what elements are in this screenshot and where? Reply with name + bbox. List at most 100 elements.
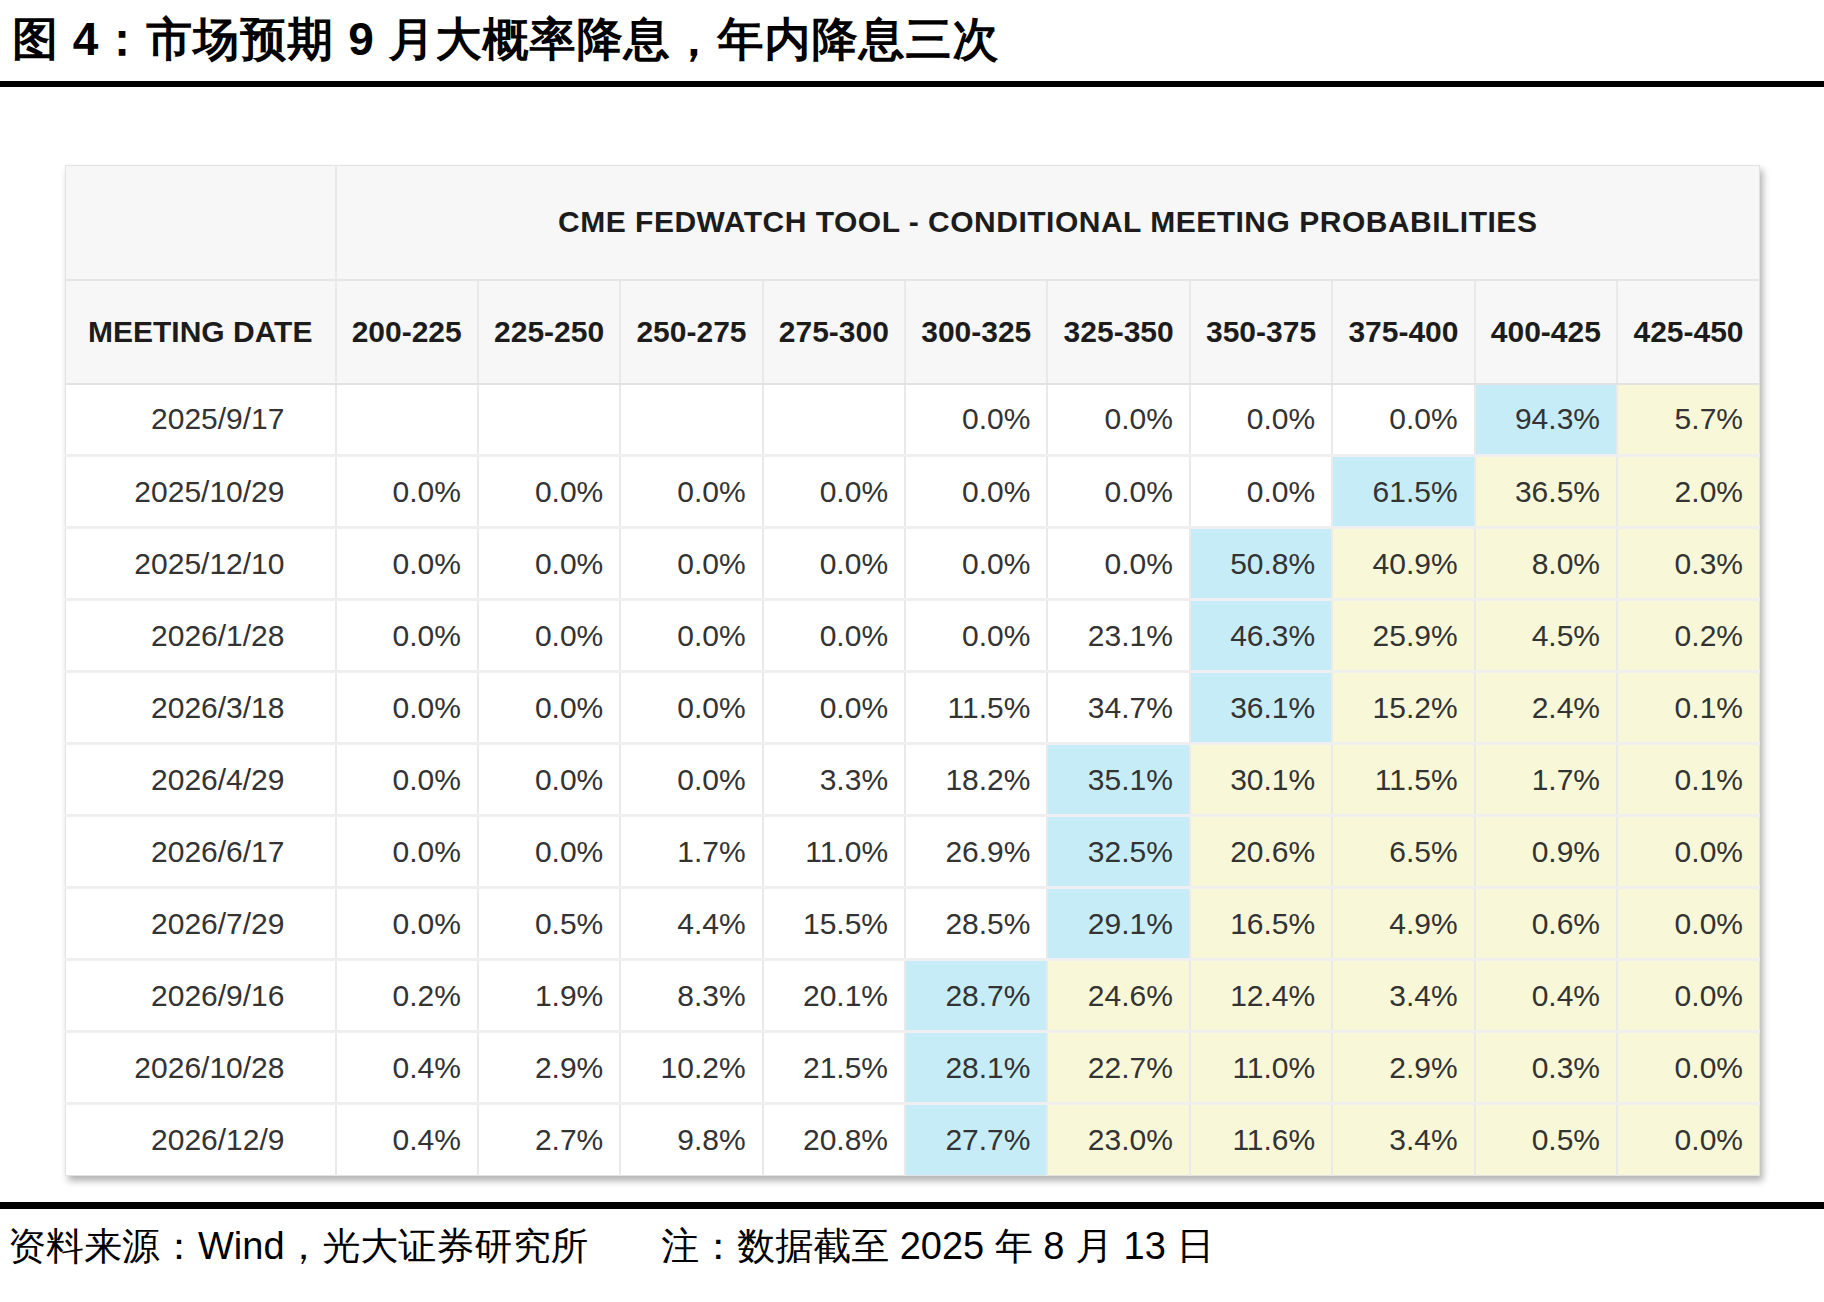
probability-cell: 24.6% [1047, 960, 1189, 1032]
probability-cell: 0.0% [336, 600, 478, 672]
probability-cell: 21.5% [763, 1032, 905, 1104]
meeting-date-cell: 2026/4/29 [66, 744, 336, 816]
probability-cell: 28.1% [905, 1032, 1047, 1104]
probability-cell: 0.0% [763, 672, 905, 744]
probability-cell: 23.0% [1047, 1104, 1189, 1176]
probability-cell: 2.9% [1332, 1032, 1474, 1104]
probability-cell: 0.0% [336, 816, 478, 888]
probability-cell: 20.1% [763, 960, 905, 1032]
probability-cell: 0.0% [478, 600, 620, 672]
table-row: 2026/7/290.0%0.5%4.4%15.5%28.5%29.1%16.5… [66, 888, 1760, 960]
title-divider [0, 81, 1824, 87]
probability-cell: 8.0% [1475, 528, 1617, 600]
probability-cell: 0.0% [1190, 456, 1332, 528]
probability-cell: 20.6% [1190, 816, 1332, 888]
probability-cell: 0.4% [1475, 960, 1617, 1032]
rate-range-column-header: 225-250 [478, 280, 620, 384]
probability-cell: 3.4% [1332, 1104, 1474, 1176]
probability-cell: 0.6% [1475, 888, 1617, 960]
meeting-date-cell: 2025/10/29 [66, 456, 336, 528]
probability-cell: 20.8% [763, 1104, 905, 1176]
meeting-date-cell: 2026/3/18 [66, 672, 336, 744]
probability-cell: 0.0% [478, 744, 620, 816]
probability-cell: 46.3% [1190, 600, 1332, 672]
probability-cell: 0.0% [620, 528, 762, 600]
table-row: 2025/9/170.0%0.0%0.0%0.0%94.3%5.7% [66, 384, 1760, 456]
meeting-date-cell: 2026/12/9 [66, 1104, 336, 1176]
rate-range-column-header: 425-450 [1617, 280, 1759, 384]
probability-cell: 8.3% [620, 960, 762, 1032]
probability-cell: 0.0% [336, 888, 478, 960]
rate-range-column-header: 400-425 [1475, 280, 1617, 384]
meeting-date-cell: 2025/12/10 [66, 528, 336, 600]
table-row: 2026/10/280.4%2.9%10.2%21.5%28.1%22.7%11… [66, 1032, 1760, 1104]
probability-cell: 0.0% [478, 672, 620, 744]
probability-cell: 0.0% [336, 744, 478, 816]
probability-cell: 4.4% [620, 888, 762, 960]
probability-cell: 11.6% [1190, 1104, 1332, 1176]
probability-cell: 0.0% [620, 672, 762, 744]
report-figure-page: 图 4：市场预期 9 月大概率降息，年内降息三次 CME FEDWATCH TO… [0, 0, 1824, 1302]
probability-cell: 0.0% [620, 456, 762, 528]
probability-cell: 2.7% [478, 1104, 620, 1176]
probability-cell: 0.9% [1475, 816, 1617, 888]
probability-cell: 3.4% [1332, 960, 1474, 1032]
table-row: 2025/10/290.0%0.0%0.0%0.0%0.0%0.0%0.0%61… [66, 456, 1760, 528]
probability-cell: 36.5% [1475, 456, 1617, 528]
probability-cell: 0.0% [763, 528, 905, 600]
rate-range-column-header: 325-350 [1047, 280, 1189, 384]
probability-cell: 0.4% [336, 1032, 478, 1104]
probability-cell: 10.2% [620, 1032, 762, 1104]
probability-cell: 9.8% [620, 1104, 762, 1176]
probability-cell: 0.0% [336, 672, 478, 744]
probability-cell: 0.0% [336, 456, 478, 528]
footer-divider [0, 1202, 1824, 1209]
probability-cell: 4.5% [1475, 600, 1617, 672]
probability-cell: 0.2% [1617, 600, 1759, 672]
probability-cell: 0.0% [620, 744, 762, 816]
probability-cell: 30.1% [1190, 744, 1332, 816]
probability-cell: 3.3% [763, 744, 905, 816]
probability-cell: 28.5% [905, 888, 1047, 960]
probability-cell: 36.1% [1190, 672, 1332, 744]
probability-cell: 2.4% [1475, 672, 1617, 744]
column-header-row: MEETING DATE200-225225-250250-275275-300… [66, 280, 1760, 384]
probability-cell: 0.3% [1617, 528, 1759, 600]
probability-cell: 0.0% [478, 456, 620, 528]
probability-cell: 1.9% [478, 960, 620, 1032]
probability-cell: 0.0% [1617, 816, 1759, 888]
probability-cell: 0.0% [1047, 528, 1189, 600]
probability-cell: 0.0% [620, 600, 762, 672]
probability-cell: 0.0% [1190, 384, 1332, 456]
table-row: 2025/12/100.0%0.0%0.0%0.0%0.0%0.0%50.8%4… [66, 528, 1760, 600]
probability-cell: 11.5% [1332, 744, 1474, 816]
corner-cell [66, 166, 336, 280]
probability-cell: 40.9% [1332, 528, 1474, 600]
probability-cell: 0.0% [905, 456, 1047, 528]
probability-cell: 34.7% [1047, 672, 1189, 744]
source-note: 资料来源：Wind，光大证券研究所 [8, 1225, 589, 1267]
meeting-date-cell: 2026/7/29 [66, 888, 336, 960]
probability-cell: 0.0% [1617, 888, 1759, 960]
probability-cell: 0.0% [1617, 1032, 1759, 1104]
rate-range-column-header: 375-400 [1332, 280, 1474, 384]
probability-cell: 15.5% [763, 888, 905, 960]
table-title: CME FEDWATCH TOOL - CONDITIONAL MEETING … [336, 166, 1760, 280]
probability-cell: 16.5% [1190, 888, 1332, 960]
fedwatch-table-container: CME FEDWATCH TOOL - CONDITIONAL MEETING … [65, 165, 1760, 1176]
probability-cell: 0.3% [1475, 1032, 1617, 1104]
probability-cell: 0.1% [1617, 672, 1759, 744]
probability-cell: 0.0% [905, 384, 1047, 456]
rate-range-column-header: 250-275 [620, 280, 762, 384]
probability-cell: 61.5% [1332, 456, 1474, 528]
table-title-row: CME FEDWATCH TOOL - CONDITIONAL MEETING … [66, 166, 1760, 280]
probability-cell: 22.7% [1047, 1032, 1189, 1104]
table-row: 2026/12/90.4%2.7%9.8%20.8%27.7%23.0%11.6… [66, 1104, 1760, 1176]
probability-cell: 5.7% [1617, 384, 1759, 456]
probability-cell: 0.5% [1475, 1104, 1617, 1176]
probability-cell: 18.2% [905, 744, 1047, 816]
probability-cell: 32.5% [1047, 816, 1189, 888]
probability-cell: 29.1% [1047, 888, 1189, 960]
data-cutoff-note: 注：数据截至 2025 年 8 月 13 日 [661, 1225, 1214, 1267]
probability-cell: 2.0% [1617, 456, 1759, 528]
